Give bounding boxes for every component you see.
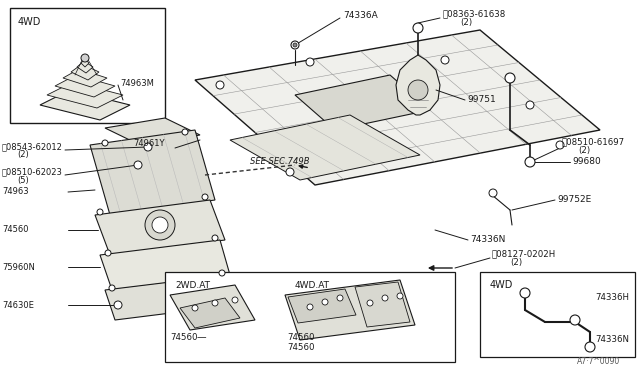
Circle shape (192, 305, 198, 311)
Text: (5): (5) (17, 176, 29, 185)
Circle shape (202, 194, 208, 200)
Circle shape (105, 250, 111, 256)
Circle shape (322, 299, 328, 305)
Text: (2): (2) (578, 145, 590, 154)
Circle shape (232, 297, 238, 303)
Bar (10, 8, 165, 123)
Polygon shape (100, 240, 230, 290)
Circle shape (520, 288, 530, 298)
Polygon shape (195, 30, 600, 185)
Circle shape (337, 295, 343, 301)
Text: 74336N: 74336N (595, 336, 629, 344)
Text: 74560: 74560 (287, 334, 314, 343)
Text: 4WD.AT: 4WD.AT (295, 280, 330, 289)
Circle shape (525, 157, 535, 167)
Circle shape (505, 73, 515, 83)
Polygon shape (396, 55, 440, 115)
Text: 74963: 74963 (2, 187, 29, 196)
Polygon shape (90, 130, 215, 215)
Circle shape (144, 143, 152, 151)
Circle shape (81, 54, 89, 62)
Circle shape (441, 56, 449, 64)
Circle shape (293, 43, 297, 47)
Circle shape (97, 209, 103, 215)
Text: 74560―: 74560― (170, 334, 206, 343)
Circle shape (152, 217, 168, 233)
Text: ⒲08127-0202H: ⒲08127-0202H (492, 250, 556, 259)
Text: 74963M: 74963M (120, 78, 154, 87)
Circle shape (212, 300, 218, 306)
Circle shape (145, 210, 175, 240)
Circle shape (556, 141, 564, 149)
Circle shape (102, 140, 108, 146)
Text: (2): (2) (510, 257, 522, 266)
Polygon shape (105, 275, 235, 320)
Polygon shape (63, 69, 107, 87)
Circle shape (413, 23, 423, 33)
Polygon shape (295, 75, 430, 130)
Circle shape (286, 168, 294, 176)
Polygon shape (230, 115, 420, 180)
Text: 99680: 99680 (572, 157, 601, 167)
Circle shape (414, 24, 422, 32)
Polygon shape (95, 200, 225, 255)
Circle shape (109, 285, 115, 291)
Text: A7·7^0090: A7·7^0090 (577, 357, 620, 366)
Text: ⒲08363-61638: ⒲08363-61638 (443, 10, 506, 19)
Polygon shape (355, 282, 410, 327)
Circle shape (408, 80, 428, 100)
Polygon shape (180, 298, 240, 328)
Polygon shape (40, 90, 130, 120)
Polygon shape (81, 59, 89, 67)
Bar (165, 272, 455, 362)
Circle shape (219, 270, 225, 276)
Circle shape (134, 161, 142, 169)
Circle shape (114, 301, 122, 309)
Text: SEE SEC.749B: SEE SEC.749B (250, 157, 310, 167)
Circle shape (489, 189, 497, 197)
Circle shape (585, 342, 595, 352)
Text: 4WD: 4WD (490, 280, 513, 290)
Text: 74560: 74560 (2, 225, 29, 234)
Circle shape (216, 81, 224, 89)
Circle shape (212, 235, 218, 241)
Polygon shape (55, 75, 115, 97)
Circle shape (367, 300, 373, 306)
Text: (2): (2) (17, 151, 29, 160)
Text: 74336H: 74336H (595, 294, 629, 302)
Polygon shape (105, 118, 200, 145)
Text: 99751: 99751 (467, 96, 496, 105)
Text: 74336N: 74336N (470, 235, 506, 244)
Text: 74336A: 74336A (343, 12, 378, 20)
Text: 74560: 74560 (287, 343, 314, 353)
Polygon shape (170, 285, 255, 330)
Polygon shape (285, 280, 415, 340)
Text: 74961Y: 74961Y (134, 138, 165, 148)
Text: 4WD: 4WD (18, 17, 42, 27)
Circle shape (526, 101, 534, 109)
Circle shape (182, 129, 188, 135)
Text: 75960N: 75960N (2, 263, 35, 272)
Bar (480, 272, 635, 357)
Polygon shape (71, 64, 99, 80)
Circle shape (397, 293, 403, 299)
Polygon shape (288, 289, 356, 323)
Text: Ⓝ08510-61697: Ⓝ08510-61697 (562, 138, 625, 147)
Circle shape (307, 304, 313, 310)
Text: Ⓝ08543-62012: Ⓝ08543-62012 (2, 142, 63, 151)
Text: 74630E: 74630E (2, 301, 34, 310)
Text: Ⓝ08510-62023: Ⓝ08510-62023 (2, 167, 63, 176)
Text: 99752E: 99752E (557, 196, 591, 205)
Polygon shape (47, 82, 123, 108)
Circle shape (570, 315, 580, 325)
Circle shape (291, 41, 299, 49)
Circle shape (306, 58, 314, 66)
Text: (2): (2) (460, 17, 472, 26)
Text: 2WD.AT: 2WD.AT (175, 280, 210, 289)
Circle shape (382, 295, 388, 301)
Polygon shape (77, 61, 93, 73)
